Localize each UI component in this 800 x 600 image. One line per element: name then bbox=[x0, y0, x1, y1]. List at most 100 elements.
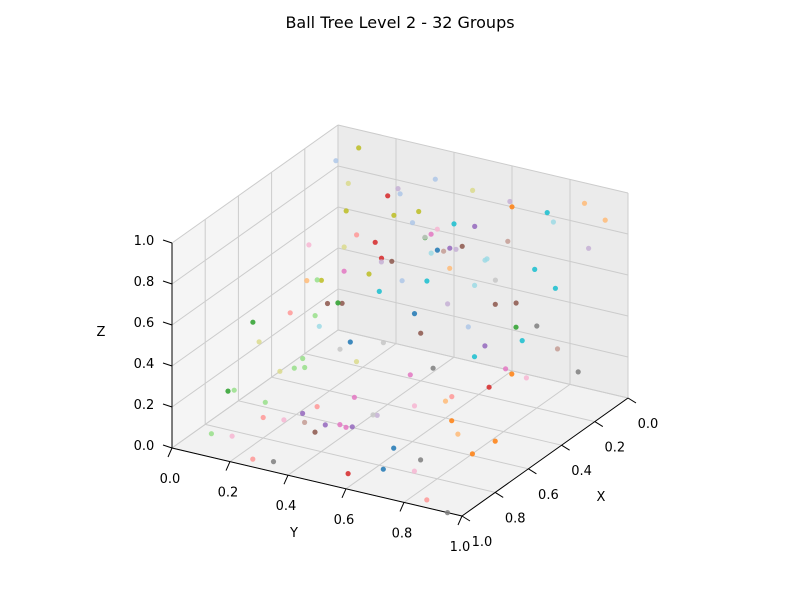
z-tick-label: 0.8 bbox=[134, 275, 155, 290]
data-point bbox=[449, 394, 455, 400]
data-point bbox=[380, 466, 386, 472]
data-point bbox=[519, 338, 525, 344]
y-tick-label: 1.0 bbox=[450, 540, 471, 555]
data-point bbox=[472, 223, 478, 229]
data-point bbox=[354, 232, 360, 238]
data-point bbox=[492, 301, 498, 307]
x-tick-mark bbox=[528, 468, 537, 475]
data-point bbox=[260, 414, 266, 421]
grid-lines bbox=[171, 124, 629, 517]
data-point bbox=[378, 255, 385, 261]
data-point bbox=[312, 313, 318, 319]
data-point bbox=[356, 145, 362, 151]
x-tick-label: 0.4 bbox=[571, 464, 592, 479]
data-point bbox=[343, 424, 349, 430]
data-point bbox=[333, 158, 339, 164]
data-point bbox=[366, 271, 372, 277]
data-point bbox=[492, 277, 498, 283]
z-tick-label: 0.4 bbox=[134, 357, 155, 372]
data-point bbox=[411, 468, 417, 474]
z-tick-mark bbox=[162, 403, 173, 408]
data-point bbox=[277, 368, 283, 374]
data-point bbox=[343, 208, 349, 214]
axis-lines bbox=[162, 239, 637, 526]
data-point bbox=[391, 212, 397, 218]
y-tick-mark bbox=[341, 488, 347, 499]
data-point bbox=[256, 339, 262, 345]
y-tick-label: 0.8 bbox=[392, 526, 413, 541]
data-point bbox=[347, 339, 353, 345]
y-tick-mark bbox=[225, 461, 231, 471]
y-tick-mark bbox=[457, 515, 463, 526]
z-tick-mark bbox=[162, 444, 173, 449]
data-point bbox=[306, 242, 312, 248]
data-point bbox=[513, 324, 519, 330]
data-point bbox=[389, 258, 395, 264]
data-point bbox=[395, 186, 401, 192]
data-point bbox=[339, 300, 345, 306]
data-point bbox=[312, 429, 318, 435]
grid-line-x bbox=[304, 353, 595, 423]
grid-line-y bbox=[345, 370, 513, 490]
y-tick-mark bbox=[283, 474, 289, 485]
data-point bbox=[586, 245, 592, 251]
data-point bbox=[503, 366, 509, 372]
data-point bbox=[337, 422, 343, 428]
axis-panes bbox=[172, 125, 628, 516]
grid-line-z bbox=[171, 206, 339, 326]
data-point bbox=[374, 412, 380, 418]
x-tick-label: 0.8 bbox=[505, 511, 526, 526]
data-point bbox=[270, 459, 277, 465]
data-point bbox=[432, 176, 438, 182]
grid-line-z bbox=[337, 124, 629, 194]
grid-line-x bbox=[205, 423, 496, 493]
x-axis-line bbox=[461, 397, 629, 517]
data-point bbox=[471, 354, 478, 360]
data-point bbox=[385, 193, 391, 199]
y-axis-line bbox=[171, 447, 463, 517]
grid-line-z bbox=[171, 329, 339, 449]
data-point bbox=[341, 244, 347, 250]
data-point bbox=[428, 231, 434, 237]
data-point bbox=[509, 371, 515, 377]
data-point bbox=[550, 219, 557, 225]
data-point bbox=[422, 234, 428, 240]
data-point bbox=[250, 456, 256, 462]
data-point bbox=[507, 198, 513, 205]
data-point bbox=[470, 187, 476, 193]
data-point bbox=[505, 238, 511, 244]
data-point bbox=[335, 300, 341, 306]
x-tick-mark bbox=[627, 397, 637, 404]
data-point bbox=[411, 403, 418, 409]
z-axis-label: Z bbox=[97, 325, 106, 340]
data-point bbox=[453, 246, 459, 252]
data-point bbox=[231, 387, 237, 393]
data-point bbox=[482, 343, 488, 349]
data-point bbox=[459, 243, 465, 249]
data-point bbox=[441, 248, 447, 254]
data-point bbox=[349, 424, 355, 430]
x-tick-mark bbox=[594, 421, 604, 428]
data-point bbox=[418, 330, 424, 336]
grid-line-z bbox=[171, 288, 339, 408]
data-point bbox=[372, 239, 378, 245]
z-tick-mark bbox=[162, 321, 173, 326]
data-point bbox=[418, 457, 424, 463]
data-point bbox=[424, 278, 430, 284]
data-point bbox=[575, 369, 581, 375]
data-point bbox=[484, 256, 490, 262]
data-point bbox=[411, 311, 418, 317]
data-point bbox=[345, 471, 351, 477]
data-point bbox=[554, 346, 561, 352]
data-point bbox=[300, 410, 306, 416]
grid-line-z bbox=[171, 247, 339, 367]
data-point bbox=[262, 399, 268, 405]
data-point bbox=[544, 210, 550, 216]
grid-line-z bbox=[337, 165, 629, 235]
z-tick-mark bbox=[162, 239, 173, 244]
grid-line-z bbox=[337, 247, 629, 317]
z-tick-label: 1.0 bbox=[134, 234, 155, 249]
data-point bbox=[434, 226, 440, 232]
data-point bbox=[513, 300, 519, 306]
